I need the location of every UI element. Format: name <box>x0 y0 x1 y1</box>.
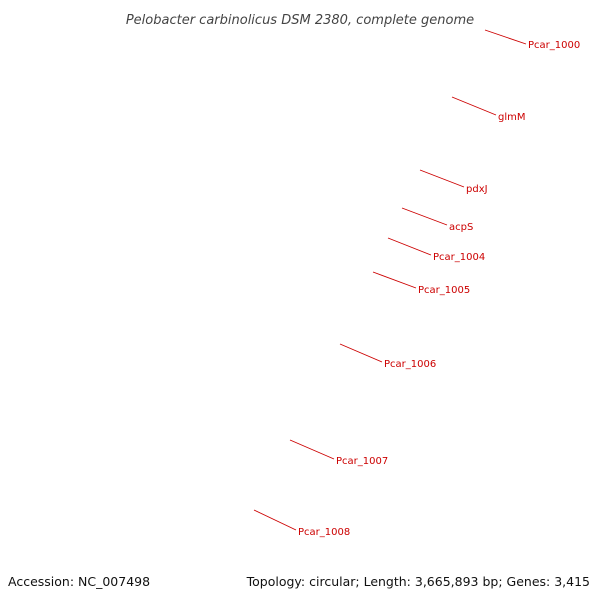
gene-label: Pcar_1004 <box>433 252 485 263</box>
gene-label: Pcar_1008 <box>298 527 350 538</box>
gene-callout-line <box>401 207 448 226</box>
gene-callout-line <box>387 237 432 256</box>
map-title: Pelobacter carbinolicus DSM 2380, comple… <box>126 13 474 28</box>
gene-callout-line <box>289 439 335 460</box>
gene-label: pdxJ <box>466 184 488 195</box>
gene-callout-line <box>339 343 383 363</box>
gene-callout-line <box>253 509 297 531</box>
gene-callout-line <box>372 271 417 289</box>
topology-text: Topology: circular; Length: 3,665,893 bp… <box>246 574 590 589</box>
gene-callout-line <box>484 29 527 45</box>
gene-label: glmM <box>498 112 526 123</box>
gene-label: acpS <box>449 222 473 233</box>
gene-label: Pcar_1006 <box>384 359 436 370</box>
gene-callout-line <box>451 96 497 116</box>
gene-label: Pcar_1000 <box>528 40 580 51</box>
accession-text: Accession: NC_007498 <box>8 574 150 589</box>
gene-label: Pcar_1007 <box>336 456 388 467</box>
gene-labels: Pcar_1000 glmM pdxJ acpS Pcar_1004 Pcar_1005 P… <box>253 29 580 538</box>
gene-callout-line <box>419 169 465 188</box>
gene-label: Pcar_1005 <box>418 285 470 296</box>
